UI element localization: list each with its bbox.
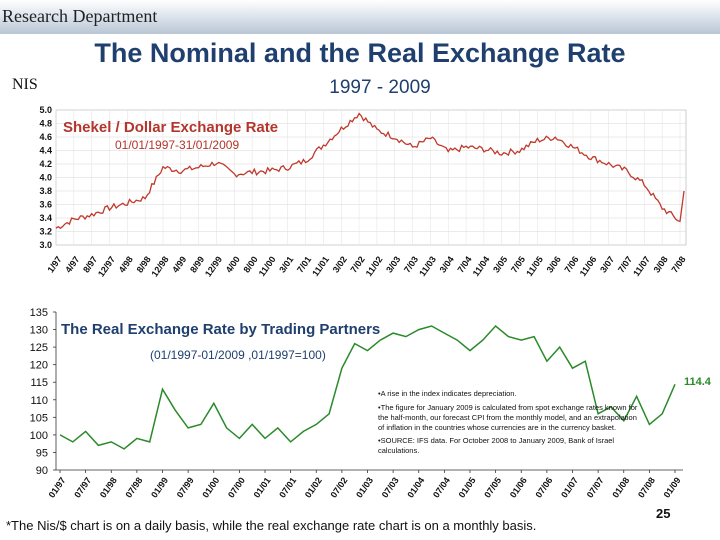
chart1-x-tick-label: 11/06 [578,254,599,278]
chart1-y-tick-label: 4.8 [39,119,52,129]
chart1-x-tick-label: 3/02 [331,254,349,274]
chart2-x-tick-label: 01/04 [405,475,426,499]
chart1-title: Shekel / Dollar Exchange Rate [63,119,278,136]
chart2-x-tick-label: 01/07 [559,475,580,499]
chart1-y-tick-label: 4.6 [39,132,52,142]
chart1-y-tick-label: 3.8 [39,186,52,196]
chart2-x-tick-label: 07/07 [585,475,606,499]
chart2-x-tick-label: 07/97 [72,475,93,499]
chart1-x-tick-label: 11/00 [257,254,278,278]
chart2-x-tick-label: 01/98 [98,475,119,499]
chart1-x-tick-label: 12/99 [203,254,224,278]
chart2-x-tick-label: 01/08 [610,475,631,499]
header-band [0,0,720,34]
chart1-x-tick-label: 3/07 [598,254,616,274]
chart2-x-tick-label: 07/04 [431,475,452,499]
chart2-x-tick-label: 07/99 [175,475,196,499]
chart1-x-tick-label: 11/02 [364,254,385,278]
chart2-x-tick-label: 01/03 [354,475,375,499]
chart2-y-tick-label: 115 [30,377,48,389]
chart2-y-tick-label: 130 [30,325,48,337]
chart2-x-tick-label: 07/06 [533,475,554,499]
chart1-x-tick-label: 7/08 [669,254,687,274]
chart1-x-tick-label: 4/98 [117,254,135,274]
chart1-y-tick-label: 3.4 [39,213,52,223]
chart2-x-tick-label: 01/09 [662,475,683,499]
chart1-y-tick-label: 3.6 [39,200,52,210]
chart2-x-tick-label: 07/03 [380,475,401,499]
chart2-x-tick-label: 01/97 [47,475,68,499]
chart2-title: The Real Exchange Rate by Trading Partne… [61,321,380,338]
chart2-x-tick-label: 01/00 [200,475,221,499]
chart1-x-tick-label: 11/01 [310,254,331,278]
chart2-x-tick-label: 07/00 [226,475,247,499]
chart1-x-tick-label: 11/05 [524,254,545,278]
chart1-x-tick-label: 1/97 [45,254,63,274]
chart1-x-tick-label: 3/03 [384,254,402,274]
chart2-y-tick-label: 125 [30,342,48,354]
chart1-subtitle: 01/01/1997-31/01/2009 [115,138,239,152]
chart2-note-line: calculations. [378,446,419,455]
chart1-x-tick-label: 4/00 [224,254,242,274]
chart1-y-tick-label: 3.0 [39,240,52,250]
chart2-x-tick-label: 01/02 [303,475,324,499]
chart1-x-tick-label: 3/08 [652,254,670,274]
chart1-x-tick-label: 3/05 [491,254,509,274]
chart1-x-tick-label: 11/03 [417,254,438,278]
chart2-y-tick-label: 90 [36,465,48,477]
chart2-note-line: •SOURCE: IFS data. For October 2008 to J… [378,436,614,445]
chart2-x-ticks: 01/97 07/97 01/98 07/98 01/99 07/99 01/00 07/00… [47,470,683,500]
footnote: *The Nis/$ chart is on a daily basis, wh… [6,518,537,533]
chart1-x-tick-label: 3/06 [545,254,563,274]
year-range: 1997 - 2009 [329,77,431,98]
chart1-y-tick-label: 5.0 [39,105,52,115]
chart2-y-tick-label: 100 [30,430,48,442]
chart2-y-tick-label: 110 [30,395,48,407]
chart2-note-line: •A rise in the index indicates depreciat… [378,389,517,398]
department-label: Research Department [2,6,158,26]
chart1-x-tick-label: 4/97 [63,254,81,274]
chart2-end-value-label: 114.4 [684,376,712,388]
chart2-note-line: of inflation in the countries whose curr… [378,423,616,432]
chart1-y-tick-label: 4.0 [39,173,52,183]
chart2-y-tick-label: 135 [30,307,48,319]
chart2-note-line: •The figure for January 2009 is calculat… [378,403,638,412]
chart1-gridlines [55,109,686,246]
chart2-note-line: the half-month, our forecast CPI from th… [378,413,637,422]
chart2-x-tick-label: 01/99 [149,475,170,499]
chart2-y-tick-label: 105 [30,412,48,424]
chart2-y-tick-label: 120 [30,360,48,372]
chart1-y-tick-label: 4.2 [39,159,52,169]
chart2-y-tick-label: 95 [36,447,48,459]
chart1-x-tick-label: 3/04 [438,254,456,274]
page-number: 25 [656,506,671,521]
unit-label: NIS [12,76,38,93]
chart2-series-line [59,324,676,450]
chart2-x-tick-label: 07/01 [277,475,298,499]
chart2-y-ticks: 90 95 100 105 110 115 120 125 130 135 [30,307,56,477]
chart1-x-tick-label: 11/07 [631,254,652,278]
chart2-x-tick-label: 07/98 [123,475,144,499]
chart2-x-tick-label: 07/05 [482,475,503,499]
chart1-y-tick-label: 3.2 [39,227,52,237]
chart1-series-line [55,112,685,230]
chart2-x-tick-label: 07/02 [328,475,349,499]
chart1-x-tick-label: 4/99 [170,254,188,274]
chart1-x-tick-label: 12/97 [96,254,117,278]
chart2-subtitle: (01/1997-01/2009 ,01/1997=100) [150,348,326,362]
chart1-x-tick-label: 11/04 [471,254,492,278]
chart2-notes: •A rise in the index indicates depreciat… [378,389,638,455]
chart1-x-tick-label: 12/98 [149,254,170,278]
chart2-x-tick-label: 01/05 [457,475,478,499]
page-title: The Nominal and the Real Exchange Rate [94,38,626,68]
chart2-x-tick-label: 01/06 [508,475,529,499]
chart1-y-ticks: 3.0 3.2 3.4 3.6 3.8 4.0 4.2 4.4 4.6 4.8 5.0 [39,105,52,250]
chart2-x-tick-label: 07/08 [636,475,657,499]
chart1-y-tick-label: 4.4 [39,146,52,156]
chart2-x-tick-label: 01/01 [252,475,273,499]
chart1-x-tick-label: 3/01 [277,254,295,274]
